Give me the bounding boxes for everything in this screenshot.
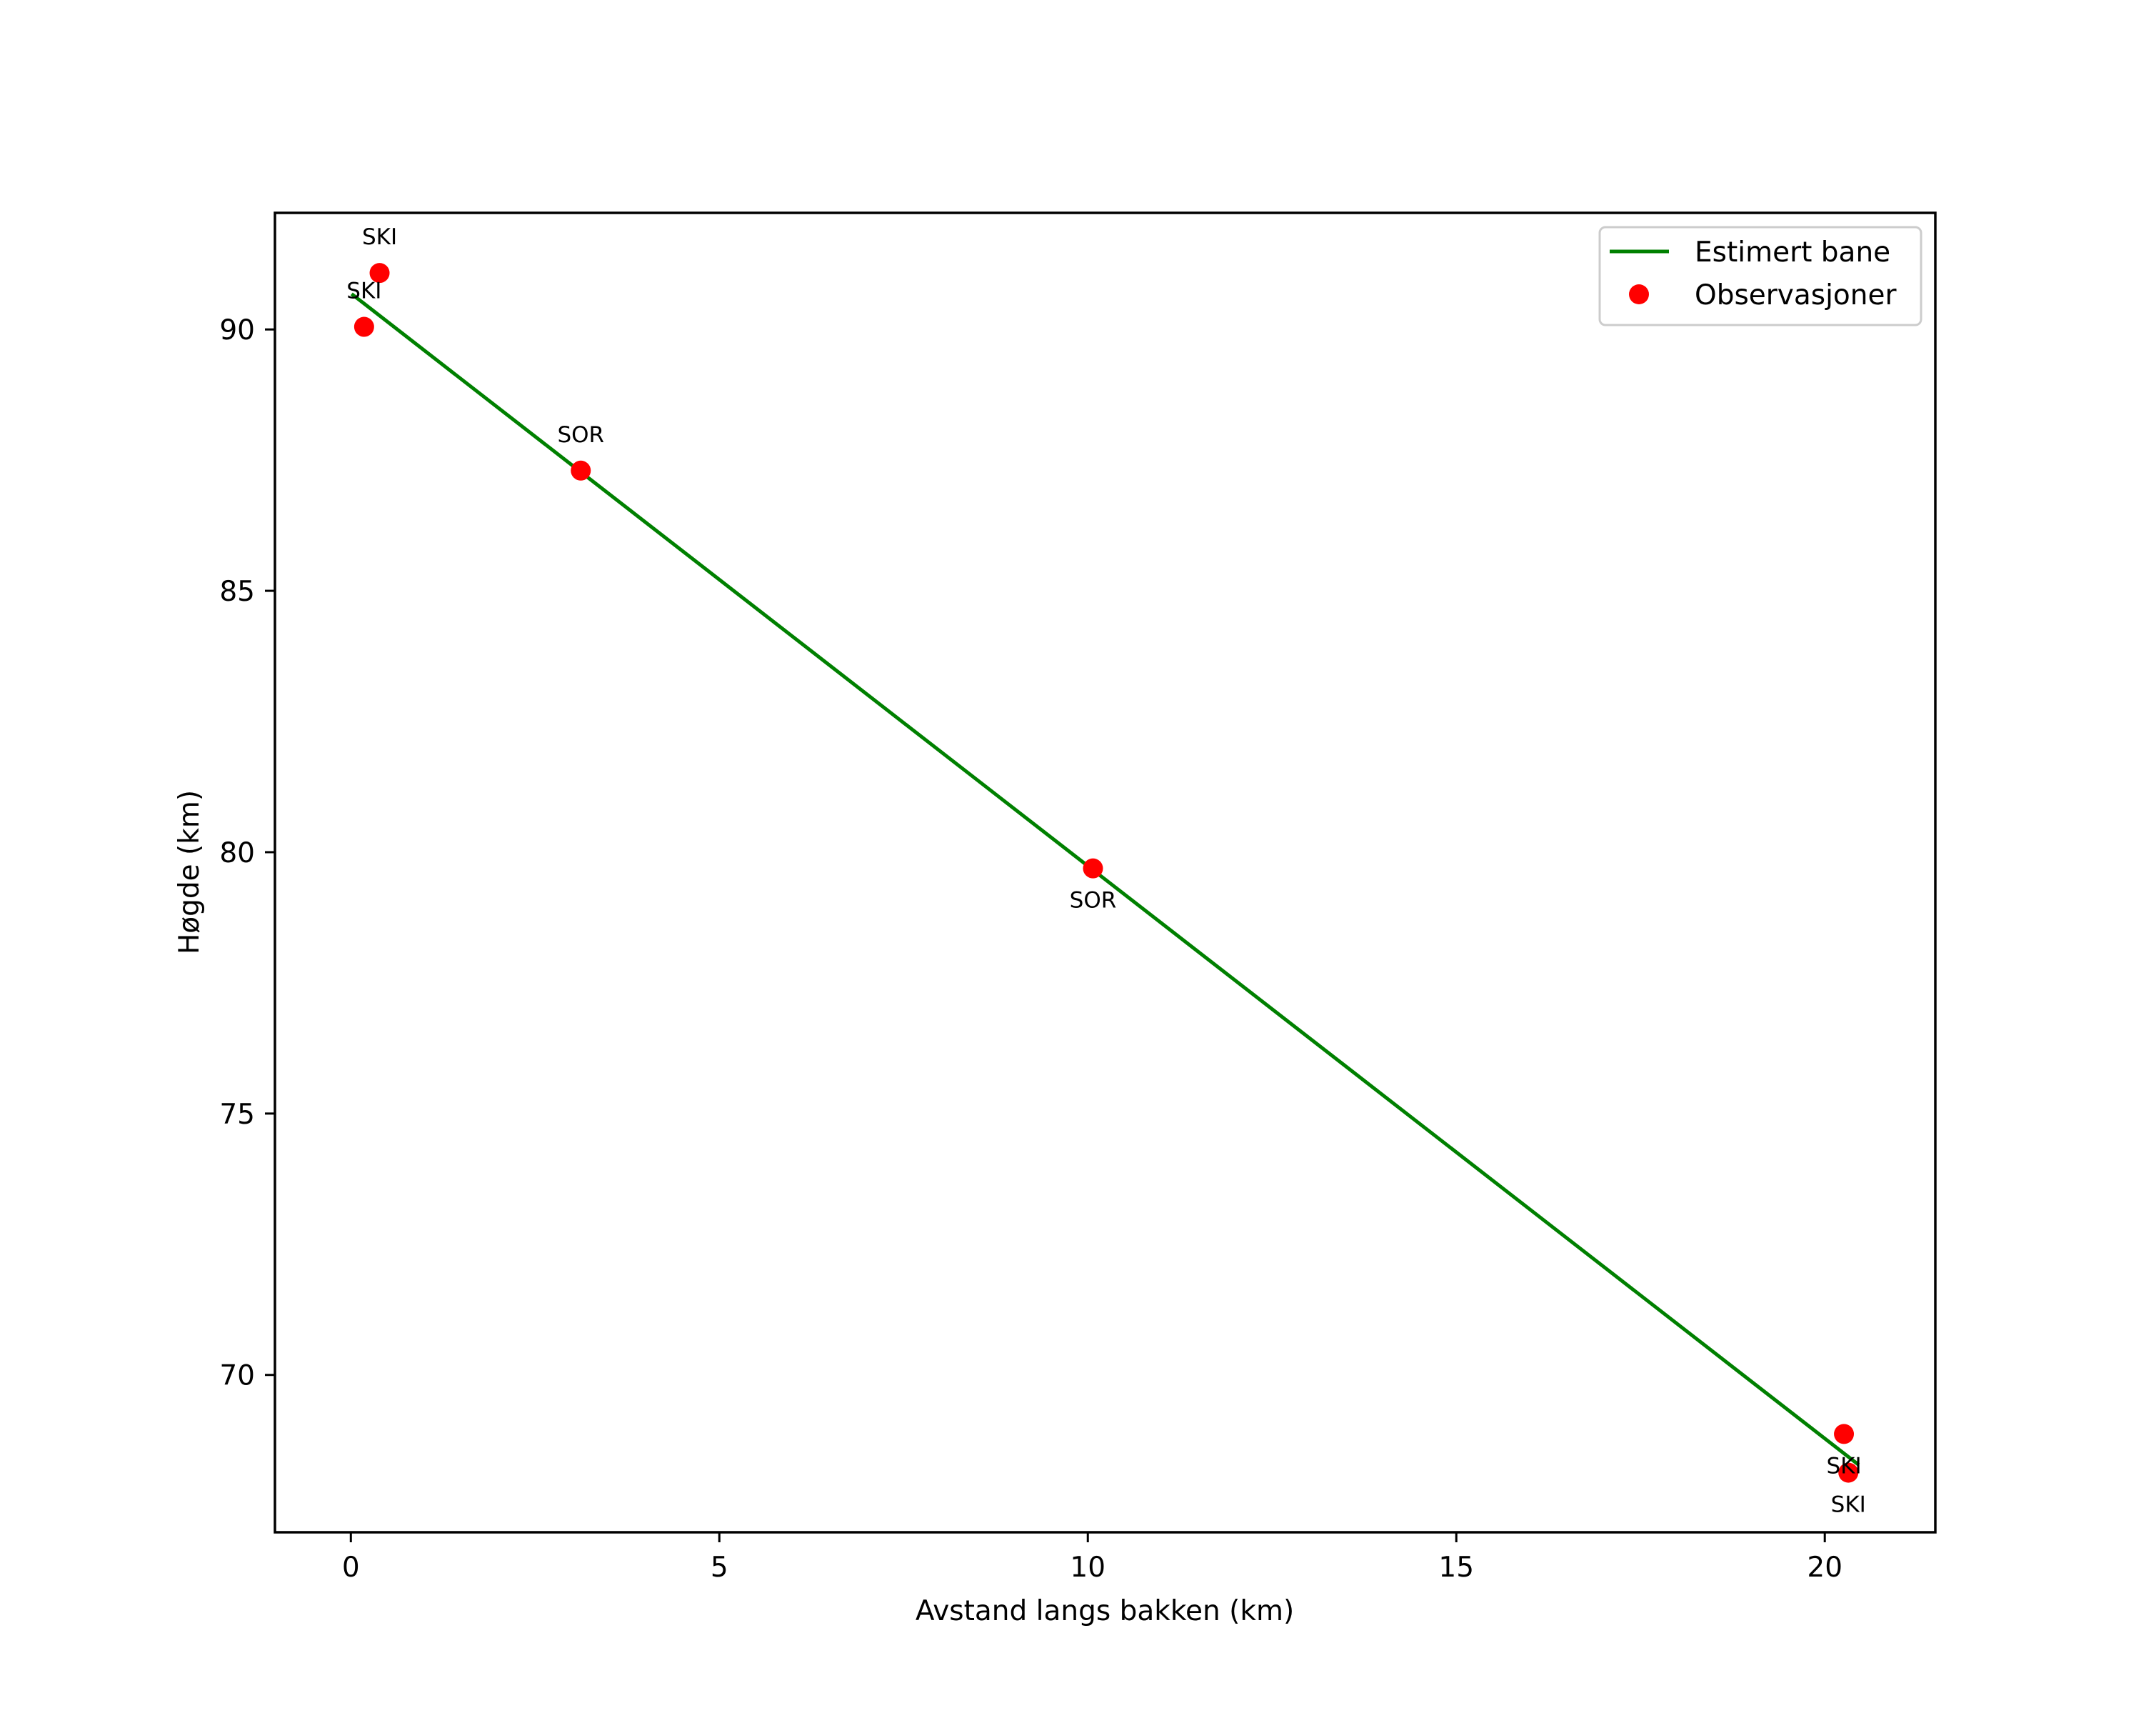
observation-point (571, 460, 591, 481)
x-tick-label: 5 (711, 1552, 728, 1584)
observation-point (1083, 858, 1103, 879)
observation-label: SKI (1826, 1453, 1861, 1479)
observation-label: SKI (362, 224, 397, 250)
x-axis-ticks: 0 5 10 15 20 (342, 1532, 1842, 1584)
estimated-trajectory-line (350, 292, 1860, 1467)
point-annotations: SKI SKI SOR SOR SKI SKI (346, 224, 1866, 1517)
legend-label-estimert-bane: Estimert bane (1695, 236, 1890, 269)
y-tick-label: 90 (219, 314, 255, 346)
observation-label: SOR (557, 422, 604, 448)
observation-point (1834, 1424, 1855, 1444)
y-axis-label: Høgde (km) (174, 790, 206, 954)
observation-points (354, 263, 1859, 1483)
legend: Estimert bane Observasjoner (1598, 226, 1922, 326)
observation-label: SOR (1070, 888, 1117, 914)
axes-frame (274, 211, 1937, 1534)
observation-label: SKI (346, 279, 381, 304)
y-axis-ticks: 70 75 80 85 90 (219, 314, 275, 1392)
x-tick-label: 20 (1807, 1552, 1842, 1584)
y-tick-label: 75 (219, 1099, 255, 1131)
x-tick-label: 0 (342, 1552, 360, 1584)
observation-point (369, 263, 390, 284)
y-tick-label: 85 (219, 576, 255, 608)
legend-box (1598, 226, 1922, 326)
x-axis-label: Avstand langs bakken (km) (916, 1595, 1294, 1627)
observation-point (354, 316, 374, 337)
observation-point (1838, 1462, 1859, 1483)
observation-label: SKI (1831, 1492, 1866, 1518)
plot-area: SKI SKI SOR SOR SKI SKI (346, 224, 1866, 1517)
x-tick-label: 15 (1438, 1552, 1474, 1584)
y-tick-label: 80 (219, 837, 255, 869)
y-tick-label: 70 (219, 1360, 255, 1392)
legend-marker-swatch (1629, 284, 1649, 304)
trajectory-polyline (350, 292, 1860, 1467)
legend-label-observasjoner: Observasjoner (1695, 279, 1897, 311)
x-tick-label: 10 (1070, 1552, 1105, 1584)
